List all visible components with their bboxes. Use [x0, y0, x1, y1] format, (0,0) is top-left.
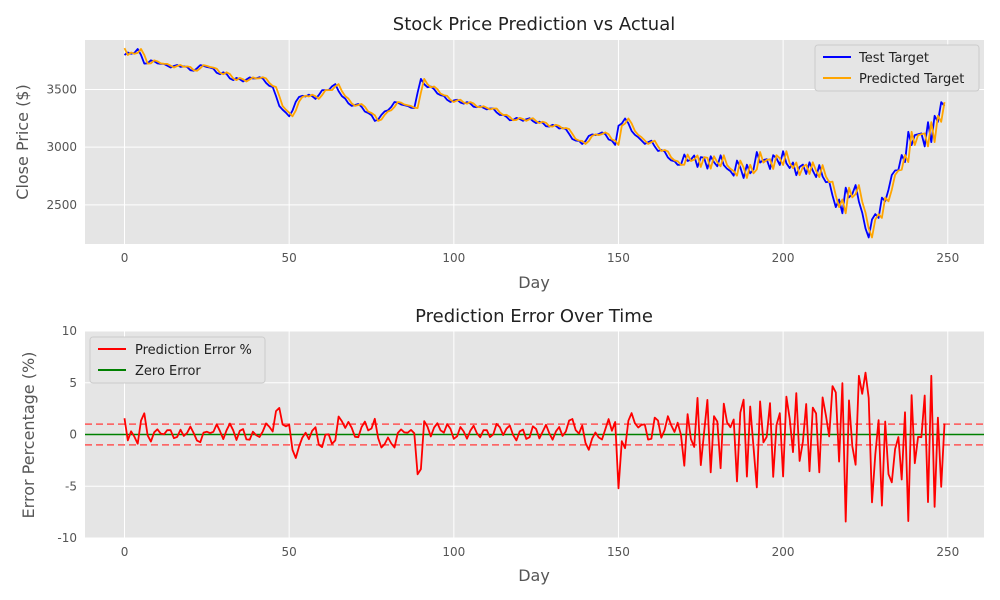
x-tick-label: 100 [442, 251, 465, 265]
x-tick-label: 250 [936, 251, 959, 265]
x-tick-label: 100 [442, 545, 465, 559]
price-x-axis-label: Day [518, 273, 550, 292]
x-tick-label: 0 [121, 251, 129, 265]
error-legend-box [89, 336, 266, 384]
price-chart-title: Stock Price Prediction vs Actual [393, 14, 675, 35]
legend-label-predicted-target: Predicted Target [859, 72, 964, 87]
x-tick-label: 0 [121, 545, 129, 559]
error-lines [85, 371, 984, 523]
x-tick-label: 150 [607, 545, 630, 559]
error-chart-title: Prediction Error Over Time [415, 306, 653, 327]
y-tick-label: 10 [62, 324, 77, 338]
y-tick-label: 2500 [46, 198, 77, 212]
price-chart: 0 50 100 150 200 250 2500 3000 3500 Stock Price … [13, 14, 984, 292]
price-lines [123, 47, 946, 239]
series-line-predicted-target [123, 47, 946, 239]
x-tick-label: 50 [282, 545, 297, 559]
price-tick-labels: 0 50 100 150 200 250 2500 3000 3500 [46, 83, 959, 265]
price-y-axis-label: Close Price ($) [13, 84, 32, 199]
error-y-axis-label: Error Percentage (%) [19, 352, 38, 519]
x-tick-label: 200 [772, 251, 795, 265]
price-legend-box [814, 44, 980, 92]
x-tick-label: 250 [936, 545, 959, 559]
y-tick-label: -5 [65, 479, 77, 493]
legend-label-test-target: Test Target [858, 51, 929, 66]
error-x-axis-label: Day [518, 566, 550, 585]
x-tick-label: 200 [772, 545, 795, 559]
y-tick-label: 0 [69, 428, 77, 442]
price-legend: Test Target Predicted Target [814, 44, 980, 92]
x-tick-label: 50 [282, 251, 297, 265]
legend-label-prediction-error: Prediction Error % [135, 343, 252, 358]
y-tick-label: 3500 [46, 83, 77, 97]
error-legend: Prediction Error % Zero Error [89, 336, 266, 384]
y-tick-label: 3000 [46, 140, 77, 154]
y-tick-label: 5 [69, 376, 77, 390]
y-tick-label: -10 [57, 531, 77, 545]
x-tick-label: 150 [607, 251, 630, 265]
series-line-prediction-error [123, 371, 946, 523]
error-chart: 0 50 100 150 200 250 -10 -5 0 5 10 Prediction Erro… [19, 306, 984, 585]
error-tick-labels: 0 50 100 150 200 250 -10 -5 0 5 10 [57, 324, 959, 559]
legend-label-zero-error: Zero Error [135, 364, 201, 379]
